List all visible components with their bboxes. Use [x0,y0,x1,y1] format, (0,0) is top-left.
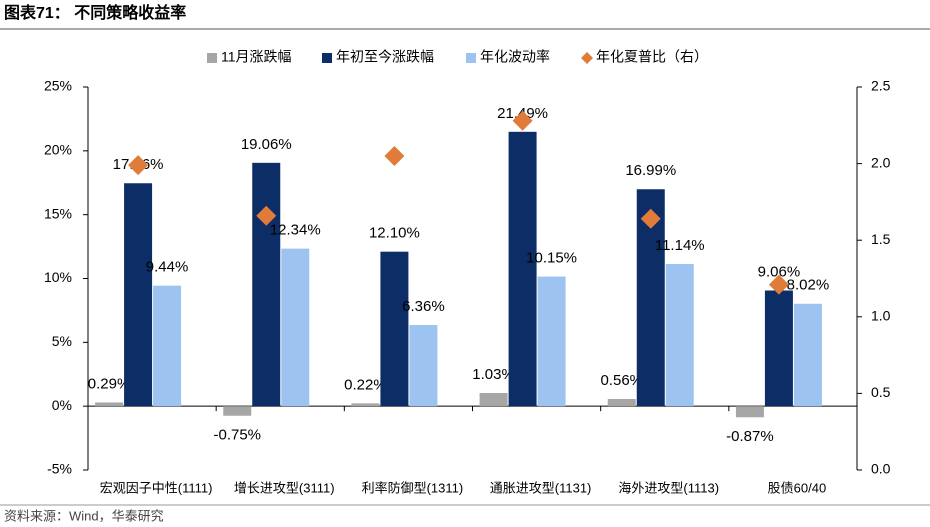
bar [793,303,822,407]
value-label: 9.44% [146,259,189,276]
bar [223,406,252,416]
legend-label: 年化波动率 [480,49,550,65]
y-tick-label: 20% [44,142,72,158]
legend-marker [322,53,332,63]
y-tick-label: 15% [44,205,72,221]
bar [153,285,182,407]
x-tick-label: 海外进攻型(1113) [618,480,719,495]
bar [479,393,508,407]
y2-tick-label: 2.5 [871,78,891,94]
value-label: 0.56% [600,372,643,389]
y2-tick-label: 0.0 [871,461,891,477]
x-tick-label: 宏观因子中性(1111) [100,480,213,495]
legend-label: 年化夏普比（右） [596,49,708,65]
bar [764,290,793,407]
legend-marker [207,53,217,63]
sharpe-marker [384,145,405,166]
y2-tick-label: 1.0 [871,308,891,324]
bar [607,399,636,407]
x-tick-label: 利率防御型(1311) [362,480,464,495]
bar [735,406,764,418]
value-label: 19.06% [241,136,292,153]
value-label: -0.75% [213,427,261,444]
value-label: -0.87% [726,428,774,445]
bar [508,131,537,407]
source-note: 资料来源：Wind，华泰研究 [4,508,164,523]
value-label: 0.29% [88,375,131,392]
sharpe-marker [256,205,277,226]
value-label: 6.36% [402,298,445,315]
y-tick-label: 5% [52,333,72,349]
sharpe-marker [512,110,533,131]
bar [380,251,409,407]
x-tick-label: 股债60/40 [768,480,827,495]
y-tick-label: -5% [47,461,72,477]
bar [409,324,438,407]
value-label: 10.15% [526,250,577,267]
bar [281,248,310,407]
value-label: 1.03% [472,366,515,383]
bar [665,263,694,407]
legend-label: 11月涨跌幅 [221,49,292,65]
bar [537,276,566,407]
value-label: 9.06% [758,263,801,280]
value-label: 8.02% [787,277,830,294]
y2-tick-label: 1.5 [871,231,891,247]
value-label: 12.10% [369,225,420,242]
bar [95,402,124,407]
sharpe-marker [128,155,149,176]
x-tick-label: 增长进攻型(3111) [234,480,335,495]
page-title: 图表71： 不同策略收益率 [4,3,186,22]
legend-marker [466,53,476,63]
y-tick-label: 25% [44,78,72,94]
x-tick-label: 通胀进攻型(1131) [490,480,592,495]
y2-tick-label: 2.0 [871,154,891,170]
y-tick-label: 0% [52,397,72,413]
sharpe-marker [768,274,789,295]
value-label: 12.34% [270,222,321,239]
bar [351,403,380,407]
y-tick-label: 10% [44,269,72,285]
value-label: 16.99% [625,162,676,179]
legend-marker [581,52,593,64]
y2-tick-label: 0.5 [871,384,891,400]
value-label: 0.22% [344,376,387,393]
bar [252,162,281,407]
legend-label: 年初至今涨跌幅 [336,49,434,65]
sharpe-marker [640,208,661,229]
bar [124,183,153,407]
value-label: 11.14% [655,237,705,254]
